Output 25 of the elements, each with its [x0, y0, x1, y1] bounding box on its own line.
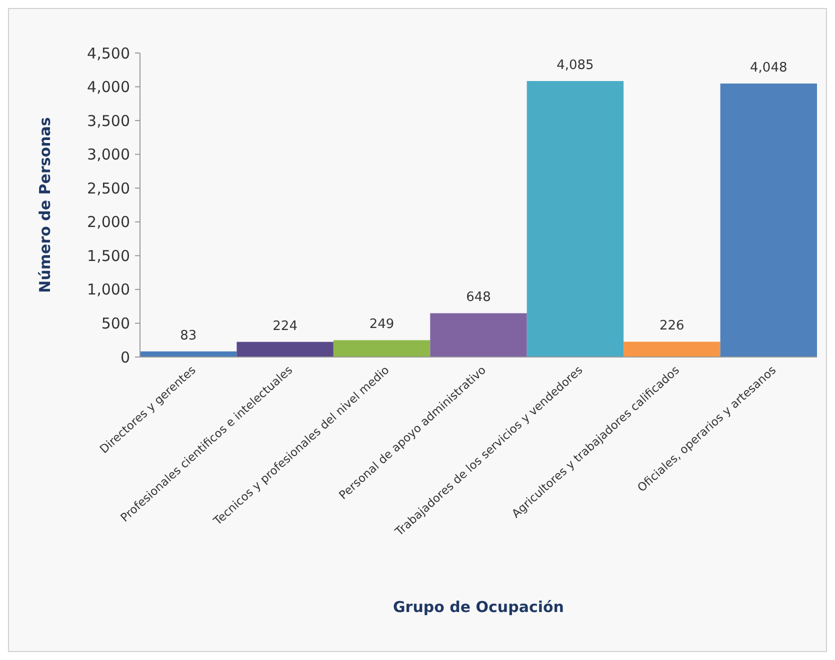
x-axis-title: Grupo de Ocupación	[393, 598, 564, 616]
y-tick-label: 0	[120, 348, 130, 366]
y-axis-title: Número de Personas	[36, 117, 54, 293]
data-label: 648	[466, 290, 491, 306]
data-label: 249	[369, 317, 394, 332]
y-tick-label: 4,500	[87, 44, 130, 62]
y-tick-label: 4,000	[87, 78, 130, 96]
bar	[430, 313, 527, 357]
data-label: 4,048	[750, 60, 788, 76]
y-tick-label: 3,000	[87, 146, 130, 164]
data-label: 83	[180, 328, 197, 344]
data-label: 224	[272, 318, 298, 334]
bar	[236, 342, 334, 357]
y-tick-label: 1,500	[87, 246, 130, 265]
y-tick-label: 3,500	[87, 112, 130, 130]
bar	[333, 340, 430, 357]
bar	[720, 84, 817, 357]
bar	[624, 342, 720, 357]
y-tick-label: 2,500	[87, 179, 130, 198]
y-tick-label: 500	[101, 314, 130, 332]
y-tick-label: 2,000	[87, 213, 130, 232]
y-tick-label: 1,000	[87, 280, 130, 299]
bar	[526, 81, 624, 357]
data-label: 226	[660, 318, 684, 334]
data-label: 4,085	[556, 58, 594, 74]
